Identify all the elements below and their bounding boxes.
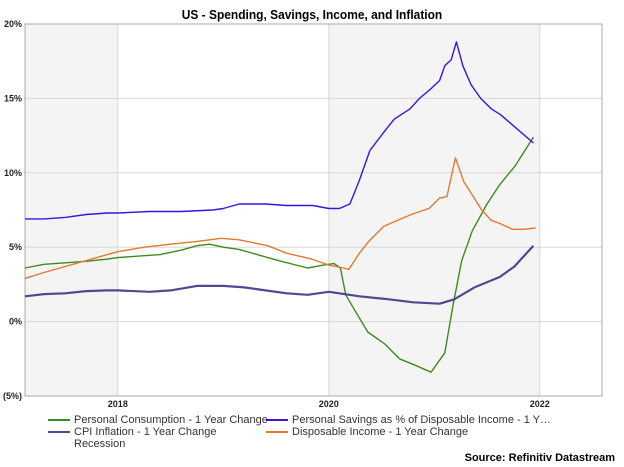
x-axis-ticks: 2018 2020 2022: [108, 399, 550, 409]
y-tick-label: 5%: [9, 242, 22, 252]
legend-item-personal-savings: Personal Savings as % of Disposable Inco…: [266, 414, 551, 426]
y-tick-label: 10%: [4, 168, 22, 178]
legend: Personal Consumption - 1 Year Change Per…: [0, 414, 624, 454]
legend-swatch: [266, 419, 288, 421]
legend-label: Personal Savings as % of Disposable Inco…: [292, 414, 552, 426]
x-tick-label: 2022: [530, 399, 550, 409]
legend-label: Personal Consumption - 1 Year Change: [74, 414, 268, 426]
legend-label: CPI Inflation - 1 Year Change: [74, 426, 217, 438]
legend-swatch: [48, 431, 70, 433]
chart-plot: 20% 15% 10% 5% 0% (5%) 2018 2020 2022: [3, 19, 603, 409]
legend-item-personal-consumption: Personal Consumption - 1 Year Change: [48, 414, 268, 426]
legend-item-disposable-income: Disposable Income - 1 Year Change: [266, 426, 468, 438]
y-tick-label: 20%: [4, 19, 22, 29]
background-band: [25, 24, 118, 396]
legend-label: Disposable Income - 1 Year Change: [292, 426, 469, 438]
legend-swatch: [48, 443, 70, 445]
series-line-disposable-income-1-year-change: [24, 157, 536, 280]
series-line-cpi-inflation-1-year-change: [24, 244, 535, 305]
series-line-personal-savings-as-of-disposable-income-1-y: [25, 41, 534, 220]
y-tick-label: 15%: [4, 93, 22, 103]
y-axis-ticks: 20% 15% 10% 5% 0% (5%): [3, 19, 22, 401]
y-tick-label: (5%): [3, 391, 22, 401]
chart-title: US - Spending, Savings, Income, and Infl…: [181, 7, 443, 22]
background-band: [328, 24, 540, 396]
series-lines: [24, 41, 536, 373]
y-tick-label: 0%: [9, 317, 22, 327]
legend-label: Recession: [74, 438, 126, 450]
background-bands: [25, 24, 540, 396]
legend-item-recession: Recession: [48, 438, 125, 450]
legend-item-cpi-inflation: CPI Inflation - 1 Year Change: [48, 426, 216, 438]
series-line-personal-consumption-1-year-change: [24, 136, 534, 373]
plot-frame: [24, 23, 603, 397]
legend-swatch: [266, 431, 288, 433]
x-tick-label: 2020: [319, 399, 339, 409]
x-tick-label: 2018: [108, 399, 128, 409]
source-note: Source: Refinitiv Datastream: [464, 452, 615, 464]
legend-swatch: [48, 419, 70, 421]
